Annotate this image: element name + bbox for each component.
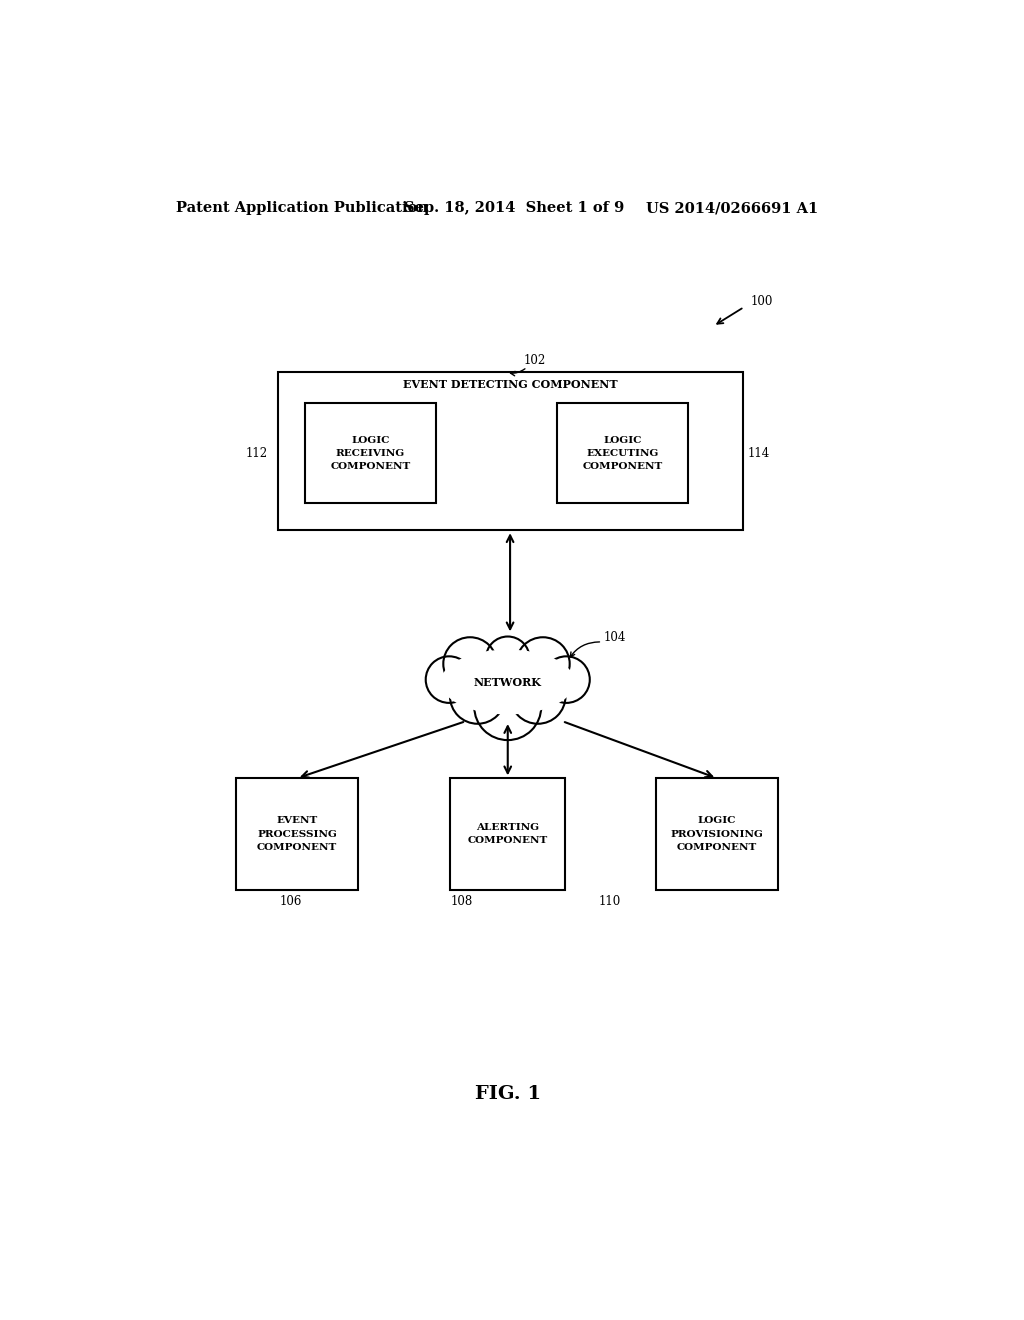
Ellipse shape <box>439 648 577 717</box>
Circle shape <box>543 656 590 702</box>
Bar <box>278 372 742 531</box>
Text: LOGIC
RECEIVING
COMPONENT: LOGIC RECEIVING COMPONENT <box>331 436 411 471</box>
Text: 108: 108 <box>451 895 473 908</box>
Circle shape <box>474 673 542 741</box>
Text: 106: 106 <box>280 895 302 908</box>
Text: FIG. 1: FIG. 1 <box>475 1085 541 1104</box>
Text: 102: 102 <box>523 354 546 367</box>
Bar <box>236 779 358 890</box>
Text: NETWORK: NETWORK <box>474 676 542 688</box>
Bar <box>305 404 436 503</box>
Text: EVENT
PROCESSING
COMPONENT: EVENT PROCESSING COMPONENT <box>257 816 337 851</box>
Text: LOGIC
PROVISIONING
COMPONENT: LOGIC PROVISIONING COMPONENT <box>671 816 764 851</box>
Text: Sep. 18, 2014  Sheet 1 of 9: Sep. 18, 2014 Sheet 1 of 9 <box>403 202 625 215</box>
Ellipse shape <box>440 649 574 714</box>
Text: EVENT DETECTING COMPONENT: EVENT DETECTING COMPONENT <box>402 379 617 391</box>
Text: 100: 100 <box>751 296 773 308</box>
Circle shape <box>443 638 497 690</box>
Circle shape <box>486 636 529 680</box>
Text: 110: 110 <box>598 895 621 908</box>
Circle shape <box>516 638 569 690</box>
Text: Patent Application Publication: Patent Application Publication <box>176 202 428 215</box>
Bar <box>655 779 778 890</box>
Circle shape <box>510 669 565 723</box>
Text: 112: 112 <box>246 446 267 459</box>
Circle shape <box>450 669 505 723</box>
Text: LOGIC
EXECUTING
COMPONENT: LOGIC EXECUTING COMPONENT <box>583 436 663 471</box>
Text: US 2014/0266691 A1: US 2014/0266691 A1 <box>646 202 818 215</box>
Text: 104: 104 <box>604 631 627 644</box>
Text: ALERTING
COMPONENT: ALERTING COMPONENT <box>468 822 548 845</box>
Circle shape <box>426 656 473 702</box>
Bar <box>557 404 688 503</box>
Bar <box>451 779 565 890</box>
Text: 114: 114 <box>748 446 770 459</box>
